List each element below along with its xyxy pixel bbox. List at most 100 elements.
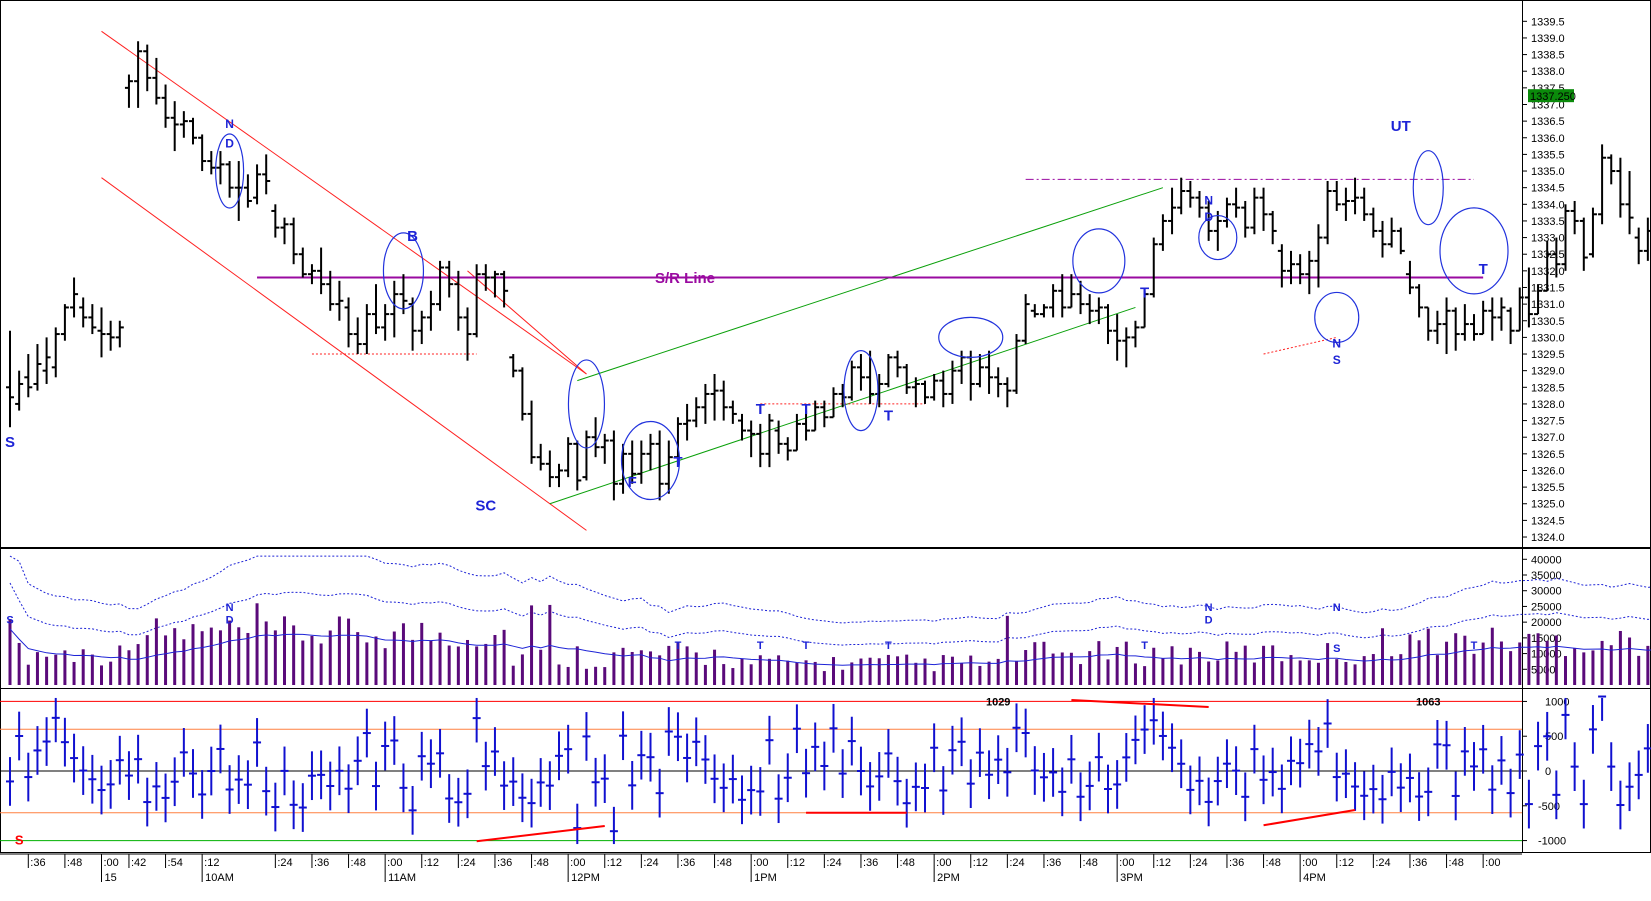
osc-tick-label: 0 (1545, 766, 1551, 778)
price-tick-label: 1338.5 (1531, 50, 1565, 62)
volume-bar (191, 624, 195, 685)
volume-bar (1316, 662, 1320, 685)
osc-bar (1387, 747, 1396, 797)
price-tick-label: 1334.5 (1531, 183, 1565, 195)
volume-bar (868, 657, 872, 685)
osc-bar (1012, 703, 1021, 753)
price-bar (609, 430, 618, 501)
price-annotation: UT (1391, 118, 1411, 135)
volume-bar (1426, 628, 1430, 685)
osc-bar (60, 717, 69, 767)
volume-bar (859, 658, 863, 685)
price-bar (1003, 377, 1012, 408)
osc-bar (1515, 730, 1524, 779)
osc-bar (500, 761, 509, 810)
osc-bar (1177, 739, 1186, 789)
osc-bar (1204, 777, 1213, 827)
osc-bar (1241, 772, 1250, 822)
osc-bar (939, 766, 948, 815)
volume-bar (246, 632, 250, 685)
hour-tick-label: 15 (105, 872, 117, 884)
price-bar (1442, 297, 1451, 355)
osc-bar (225, 765, 234, 814)
price-bar (362, 304, 371, 355)
price-bar (1268, 210, 1277, 245)
price-annotation: T (884, 408, 893, 425)
price-bar (765, 413, 774, 468)
osc-bar (1277, 764, 1286, 814)
price-annotation: T (801, 401, 810, 418)
hour-tick-label: 12PM (571, 872, 600, 884)
volume-bar (1600, 640, 1604, 685)
annotation-circle (843, 350, 879, 432)
volume-bar (1481, 642, 1485, 685)
volume-bar (118, 645, 122, 685)
volume-bar (356, 632, 360, 685)
volume-bar (1527, 633, 1531, 685)
price-bar (1094, 297, 1103, 325)
osc-bar (655, 768, 664, 818)
osc-bar (811, 722, 820, 772)
price-bar (115, 320, 124, 348)
price-bar (207, 151, 216, 175)
volume-bar (1216, 660, 1220, 685)
volume-bar (383, 648, 387, 685)
osc-bar (1195, 756, 1204, 806)
volume-tick-label: 20000 (1531, 617, 1562, 629)
price-panel: 1339.51339.01338.51338.01337.51337.01336… (0, 0, 1651, 853)
price-bar (600, 433, 609, 464)
osc-bar (490, 727, 499, 776)
time-tick-label: :12 (1339, 857, 1354, 869)
volume-annotation: T (885, 640, 892, 652)
price-bar (1387, 217, 1396, 248)
volume-bar (502, 629, 506, 685)
price-bar (1186, 181, 1195, 208)
price-bar (1534, 284, 1543, 316)
annotation-circle (1439, 207, 1509, 295)
time-tick-label: :00 (104, 857, 119, 869)
time-tick-label: :24 (277, 857, 292, 869)
last-price-label: 1337.250 (1530, 91, 1576, 103)
price-bar (1058, 274, 1067, 318)
price-bar (372, 284, 380, 335)
volume-bar (429, 640, 433, 685)
price-bar (1140, 290, 1149, 329)
volume-bar (1545, 640, 1549, 685)
osc-bar (6, 757, 14, 806)
price-bar (902, 364, 911, 394)
volume-bar (337, 616, 341, 685)
osc-bar (15, 711, 24, 761)
price-bar (1222, 197, 1231, 228)
osc-tick-label: -500 (1538, 801, 1560, 813)
volume-bar (1161, 658, 1165, 685)
price-bar (1643, 217, 1651, 261)
price-annotation: N (225, 117, 234, 131)
price-bar (637, 440, 646, 484)
osc-bar (619, 711, 628, 761)
osc-bar (1323, 699, 1332, 748)
volume-bar (1280, 661, 1284, 685)
volume-bar (539, 649, 543, 685)
annotation-circle (620, 420, 681, 501)
osc-bar (399, 763, 408, 813)
price-bar (884, 354, 893, 388)
volume-bar (1188, 647, 1192, 685)
osc-bar (582, 712, 591, 761)
osc-bottom-label: S (15, 833, 24, 848)
volume-bar (1024, 650, 1028, 685)
price-bar (1113, 314, 1122, 361)
price-bar (939, 370, 948, 408)
volume-bar (1591, 650, 1595, 685)
price-bar (829, 387, 838, 419)
osc-bar (326, 761, 335, 811)
osc-tick-label: 1000 (1545, 696, 1569, 708)
volume-bar (685, 646, 689, 685)
volume-bar (1005, 615, 1009, 685)
price-bar (856, 354, 865, 391)
osc-bar (774, 774, 783, 824)
price-bar (1122, 327, 1131, 368)
osc-bar (1341, 749, 1350, 799)
price-bar (1341, 187, 1350, 221)
price-bar (353, 317, 362, 355)
volume-bar (438, 632, 442, 685)
